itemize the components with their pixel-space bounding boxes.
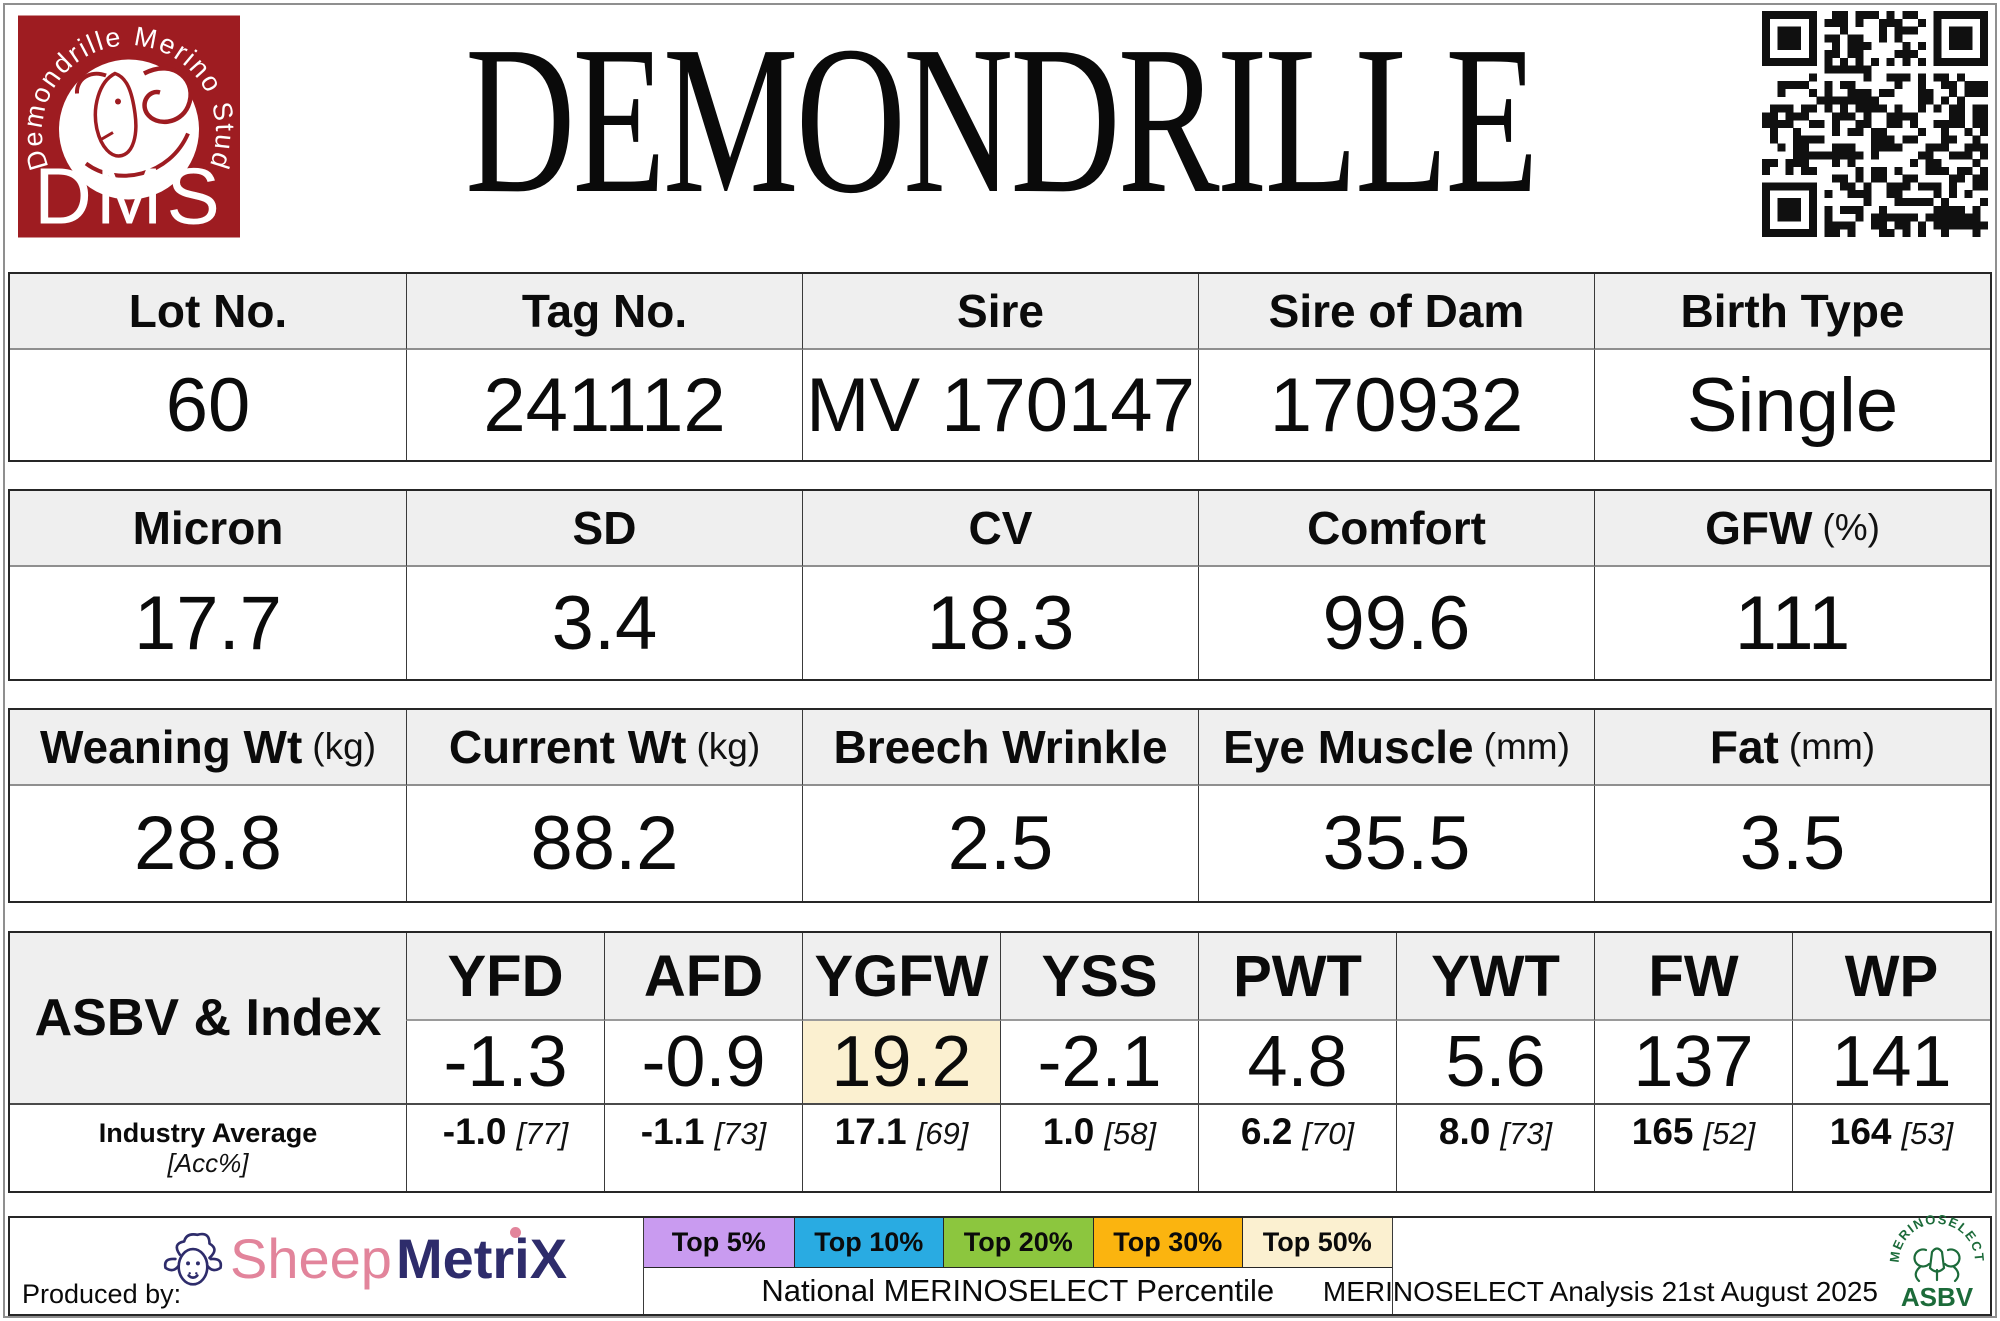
col-header-current-wt: Current Wt (kg) [406,710,802,786]
footer-bar: Produced by: Sheep MetriX [8,1212,1992,1316]
col-header-comfort: Comfort [1198,491,1594,567]
fat-value: 3.5 [1594,786,1990,901]
col-header-breech-wrinkle: Breech Wrinkle [802,710,1198,786]
col-header-gfw: GFW (%) [1594,491,1990,567]
current-wt-value: 88.2 [406,786,802,901]
demondrille-stud-logo: Demondrille Merino Stud DMS [18,15,240,241]
cv-value: 18.3 [802,567,1198,679]
analysis-cell: MERINOSELECT Analysis 21st August 2025 M… [1323,1212,1991,1314]
industry-avg-ywt: 8.0 [73] [1396,1105,1594,1191]
body-traits-table: Weaning Wt (kg) Current Wt (kg) Breech Wri… [8,708,1992,903]
sheep-face-shape [93,71,138,158]
asbv-logo-text: ASBV [1901,1282,1974,1312]
col-header-fat: Fat (mm) [1594,710,1990,786]
identity-table: Lot No. Tag No. Sire Sire of Dam Birth T… [8,272,1992,462]
stud-initials: DMS [34,152,224,241]
lot-no-value: 60 [165,362,251,448]
legend-top-20: Top 20% [943,1218,1093,1268]
sire-of-dam-value: 170932 [1198,350,1594,460]
merinoselect-asbv-logo: MERINOSELECT ASBV [1887,1212,1986,1312]
industry-avg-fw: 165 [52] [1594,1105,1792,1191]
col-header-tag-no: Tag No. [406,274,802,350]
sire-value: MV 170147 [802,350,1198,460]
trait-header-yss: YSS [1000,933,1198,1021]
legend-top-50: Top 50% [1242,1218,1392,1268]
col-header-micron: Micron [10,491,406,567]
industry-avg-wp: 164 [53] [1792,1105,1990,1191]
comfort-value: 99.6 [1198,567,1594,679]
industry-avg-pwt: 6.2 [70] [1198,1105,1396,1191]
percentile-caption: National MERINOSELECT Percentile [761,1273,1275,1308]
trait-header-afd: AFD [604,933,802,1021]
sd-value: 3.4 [406,567,802,679]
col-header-cv: CV [802,491,1198,567]
industry-avg-ygfw: 17.1 [69] [802,1105,1000,1191]
eye-muscle-value: 35.5 [1198,786,1594,901]
industry-average-label: Industry Average [Acc%] [98,1117,318,1178]
trait-header-yfd: YFD [406,933,604,1021]
gfw-value: 111 [1594,567,1990,679]
birth-type-value: Single [1594,350,1990,460]
col-header-sire: Sire [802,274,1198,350]
col-header-lot-no: Lot No. [10,274,406,350]
industry-avg-yfd: -1.0 [77] [406,1105,604,1191]
legend-top-10: Top 10% [793,1218,943,1268]
legend-top-30: Top 30% [1092,1218,1242,1268]
wool-table: Micron SD CV Comfort GFW (%) 17.7 3.4 18.… [8,489,1992,681]
sheepmetrix-logo: Sheep MetriX [160,1226,567,1291]
analysis-date-label: MERINOSELECT Analysis 21st August 2025 [1322,1276,1878,1307]
micron-value: 17.7 [134,580,282,666]
asbv-corner-label: ASBV & Index [10,933,406,1105]
tag-no-value: 241112 [406,350,802,460]
asbv-value-pwt: 4.8 [1198,1021,1396,1105]
asbv-value-wp: 141 [1792,1021,1990,1105]
sheepmetrix-metrix-text: MetriX [395,1227,568,1290]
qr-code-pattern [1762,11,1988,237]
trait-header-fw: FW [1594,933,1792,1021]
page-title: DEMONDRILLE [464,2,1538,237]
col-header-birth-type: Birth Type [1594,274,1990,350]
sheep-horn-shape [142,66,193,124]
weaning-wt-value: 28.8 [134,801,282,886]
asbv-value-yss: -2.1 [1000,1021,1198,1105]
asbv-index-table: ASBV & Index YFD AFD YGFW YSS PWT YWT FW… [8,931,1992,1193]
asbv-value-ywt: 5.6 [1396,1021,1594,1105]
produced-by-cell: Produced by: Sheep MetriX [10,1218,644,1314]
trait-header-wp: WP [1792,933,1990,1021]
breech-wrinkle-value: 2.5 [802,786,1198,901]
industry-avg-yss: 1.0 [58] [1000,1105,1198,1191]
asbv-value-fw: 137 [1594,1021,1792,1105]
produced-by-label: Produced by: [22,1279,182,1309]
col-header-sd: SD [406,491,802,567]
col-header-weaning-wt: Weaning Wt (kg) [10,710,406,786]
legend-top-5: Top 5% [644,1218,794,1268]
asbv-value-yfd: -1.3 [406,1021,604,1105]
col-header-eye-muscle: Eye Muscle (mm) [1198,710,1594,786]
col-header-sire-of-dam: Sire of Dam [1198,274,1594,350]
industry-avg-afd: -1.1 [73] [604,1105,802,1191]
asbv-value-ygfw: 19.2 [802,1021,1000,1105]
sheep-eye [115,98,121,105]
trait-header-pwt: PWT [1198,933,1396,1021]
qr-code [1758,7,1992,241]
trait-header-ywt: YWT [1396,933,1594,1021]
sheepmetrix-sheep-text: Sheep [230,1227,392,1290]
sheepmetrix-sheep-icon [163,1232,223,1286]
asbv-value-afd: -0.9 [604,1021,802,1105]
trait-header-ygfw: YGFW [802,933,1000,1021]
